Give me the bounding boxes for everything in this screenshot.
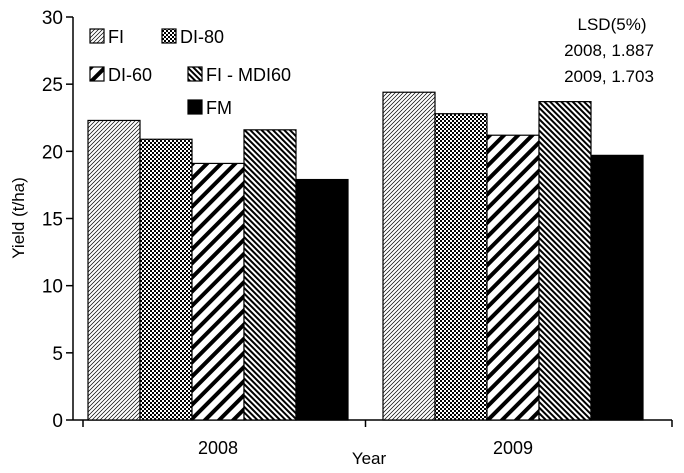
legend-label-fi: FI xyxy=(108,27,124,47)
legend-item-di80: DI-80 xyxy=(161,27,224,47)
x-axis-title: Year xyxy=(352,449,387,468)
bar-fi-2008 xyxy=(87,119,141,421)
x-axis-ticks: 2008 2009 xyxy=(82,420,673,458)
bar-di-80-2008 xyxy=(139,138,193,421)
legend-item-fm: FM xyxy=(187,98,232,118)
legend-swatch-di80 xyxy=(161,28,177,44)
bar-di-60-2009 xyxy=(486,134,540,421)
legend-label-fi-mdi60: FI - MDI60 xyxy=(206,65,291,85)
bar-series-group xyxy=(87,91,644,421)
y-tick-label: 5 xyxy=(52,344,63,365)
bar-di-60-2008 xyxy=(191,162,245,421)
y-axis-ticks: 0 5 10 15 20 25 30 xyxy=(42,8,73,432)
x-tick-label: 2008 xyxy=(198,438,238,458)
legend-label-di80: DI-80 xyxy=(180,27,224,47)
legend-swatch-fm xyxy=(187,99,203,115)
legend-item-fi-mdi60: FI - MDI60 xyxy=(187,65,291,85)
bar-fi-2009 xyxy=(382,91,436,421)
bar-fm-2009 xyxy=(590,154,644,421)
bar-fi-mdi60-2009 xyxy=(538,101,592,421)
legend-label-fm: FM xyxy=(206,98,232,118)
y-tick-label: 10 xyxy=(42,277,63,298)
x-tick-label: 2009 xyxy=(493,438,533,458)
legend-item-di60: DI-60 xyxy=(89,65,152,85)
legend-swatch-di60 xyxy=(89,66,105,82)
y-tick-label: 25 xyxy=(42,75,63,96)
lsd-title: LSD(5%) xyxy=(578,15,647,34)
legend-label-di60: DI-60 xyxy=(108,65,152,85)
y-tick-label: 20 xyxy=(42,142,63,163)
y-tick-label: 15 xyxy=(42,210,63,231)
legend: FI DI-80 DI-60 FI - MDI60 FM xyxy=(89,27,291,118)
bar-fi-mdi60-2008 xyxy=(243,129,297,421)
bar-fm-2008 xyxy=(295,178,349,421)
lsd-2008: 2008, 1.887 xyxy=(564,41,654,60)
legend-swatch-fi-mdi60 xyxy=(187,66,203,82)
y-tick-label: 30 xyxy=(42,8,63,29)
bar-di-80-2009 xyxy=(434,113,488,421)
legend-item-fi: FI xyxy=(89,27,124,47)
y-tick-label: 0 xyxy=(52,411,63,432)
lsd-annotation: LSD(5%) 2008, 1.887 2009, 1.703 xyxy=(564,15,654,86)
lsd-2009: 2009, 1.703 xyxy=(564,67,654,86)
y-axis-title: Yield (t/ha) xyxy=(9,177,28,259)
legend-swatch-fi xyxy=(89,28,105,44)
